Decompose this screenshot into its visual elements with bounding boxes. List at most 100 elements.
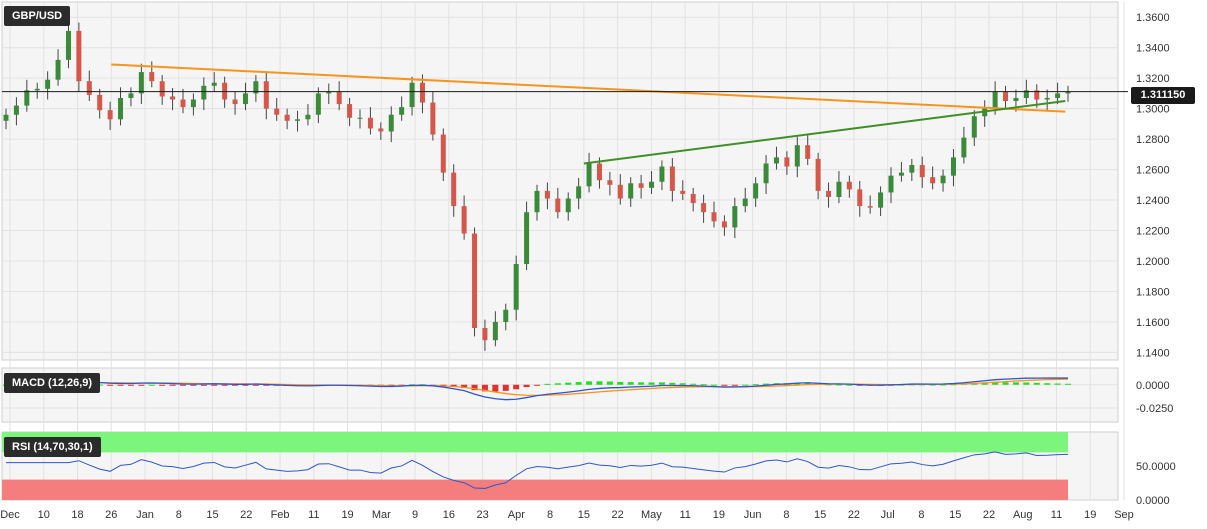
macd-histogram-bar (648, 382, 655, 385)
x-tick-label: 11 (1051, 509, 1062, 521)
macd-histogram-bar (107, 384, 114, 386)
macd-histogram-bar (575, 382, 582, 385)
candle-down (784, 157, 790, 167)
x-tick-label: 19 (1084, 509, 1096, 521)
macd-histogram-bar (596, 381, 603, 385)
macd-histogram-bar (617, 381, 624, 385)
candle-down (867, 206, 873, 208)
candle-down (846, 181, 852, 190)
candle-down (107, 110, 113, 120)
macd-histogram-bar (606, 381, 613, 385)
macd-histogram-bar (679, 383, 686, 385)
candle-down (826, 190, 832, 197)
rsi-y-tick-label: 0.0000 (1136, 495, 1170, 507)
candle-down (451, 172, 457, 207)
macd-histogram-bar (169, 384, 176, 386)
x-tick-label: 11 (308, 509, 319, 521)
candle-down (1003, 91, 1009, 102)
x-tick-label: Dec (0, 509, 20, 521)
candle-up (898, 172, 904, 176)
candle-up (524, 212, 530, 265)
candle-down (617, 184, 623, 199)
x-tick-label: Apr (508, 509, 525, 521)
candle-up (753, 183, 759, 199)
y-tick-label: 1.2000 (1136, 256, 1170, 268)
y-tick-label: 1.2400 (1136, 195, 1170, 207)
candle-up (409, 82, 415, 108)
macd-histogram-bar (263, 384, 270, 386)
x-tick-label: 8 (783, 509, 789, 521)
candle-down (919, 165, 925, 178)
macd-histogram-bar (669, 382, 676, 385)
macd-histogram-bar (481, 384, 488, 392)
candle-up (55, 59, 61, 80)
x-tick-label: Feb (271, 509, 290, 521)
macd-histogram-bar (1044, 383, 1051, 385)
x-tick-label: 9 (412, 509, 418, 521)
macd-histogram-bar (502, 384, 509, 391)
macd-histogram-bar (252, 384, 259, 386)
y-tick-label: 1.1400 (1136, 347, 1170, 359)
macd-histogram-bar (752, 384, 759, 386)
x-tick-label: 16 (443, 509, 455, 521)
candle-down (857, 189, 863, 207)
x-tick-label: Jul (881, 509, 895, 521)
macd-histogram-bar (534, 384, 540, 386)
macd-histogram-bar (711, 384, 717, 386)
candle-up (565, 198, 571, 213)
candle-up (3, 114, 9, 121)
candle-up (305, 114, 311, 120)
candle-down (701, 203, 707, 213)
x-tick-label: 19 (341, 509, 353, 521)
candle-up (1055, 93, 1061, 98)
candle-up (628, 183, 634, 199)
rsi-line (6, 451, 1069, 489)
candle-up (1013, 97, 1019, 102)
x-tick-label: 15 (949, 509, 961, 521)
macd-histogram-bar (221, 384, 228, 386)
candle-up (295, 119, 301, 121)
candle-up (909, 165, 915, 173)
candle-down (97, 94, 103, 111)
macd-histogram-bar (180, 384, 186, 386)
x-tick-label: 23 (476, 509, 488, 521)
candle-down (482, 328, 488, 341)
candle-up (13, 105, 19, 115)
candle-up (794, 145, 800, 167)
macd-histogram-bar (1033, 382, 1040, 385)
x-tick-label: 22 (848, 509, 860, 521)
candle-up (388, 114, 394, 132)
macd-y-tick-label: 0.0000 (1136, 380, 1170, 392)
candle-up (45, 79, 51, 89)
candle-down (440, 134, 446, 173)
x-tick-label: 22 (612, 509, 624, 521)
macd-histogram-bar (1002, 382, 1009, 385)
x-tick-label: 8 (918, 509, 924, 521)
x-tick-label: Jan (136, 509, 154, 521)
macd-histogram-bar (638, 382, 645, 385)
candle-down (690, 193, 696, 204)
macd-histogram-bar (117, 384, 124, 386)
y-tick-label: 1.3200 (1136, 73, 1170, 85)
candle-down (367, 117, 373, 129)
candle-down (378, 128, 384, 132)
candle-up (201, 85, 207, 100)
y-tick-label: 1.3400 (1136, 43, 1170, 55)
macd-histogram-bar (700, 384, 707, 386)
x-tick-label: Mar (372, 509, 391, 521)
macd-histogram-bar (981, 382, 988, 385)
x-tick-label: 8 (176, 509, 182, 521)
candle-up (138, 72, 144, 94)
y-tick-label: 1.2600 (1136, 165, 1170, 177)
candle-up (576, 186, 582, 199)
macd-histogram-bar (190, 384, 197, 386)
candle-down (180, 99, 186, 108)
candle-up (242, 93, 248, 105)
support-trend-line (583, 100, 1066, 165)
candle-up (65, 30, 71, 60)
macd-histogram-bar (658, 382, 665, 385)
candle-up (1023, 90, 1029, 98)
candle-down (669, 166, 675, 191)
